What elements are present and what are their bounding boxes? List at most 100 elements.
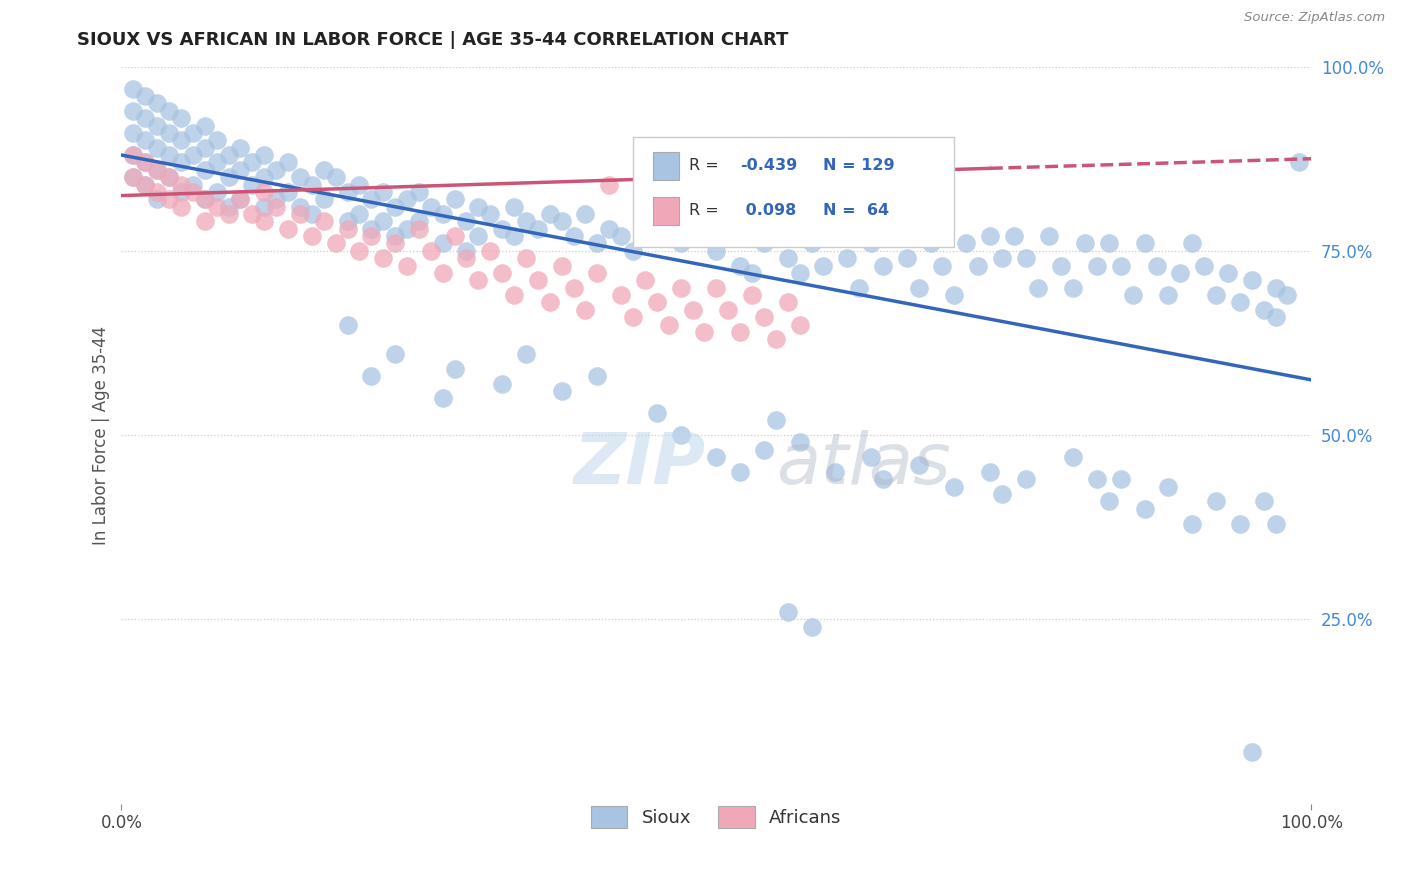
Point: [336, 221, 359, 235]
Point: [813, 259, 835, 273]
Point: [134, 155, 156, 169]
Point: [538, 207, 561, 221]
Point: [384, 236, 406, 251]
Point: [170, 178, 193, 192]
Point: [194, 141, 217, 155]
Point: [967, 259, 990, 273]
Point: [408, 221, 430, 235]
Point: [1181, 236, 1204, 251]
Point: [634, 273, 657, 287]
Point: [717, 229, 740, 244]
Point: [1229, 295, 1251, 310]
Point: [325, 236, 347, 251]
Point: [157, 170, 180, 185]
Point: [704, 244, 727, 258]
Point: [443, 192, 465, 206]
Point: [1277, 288, 1299, 302]
Point: [765, 413, 787, 427]
Point: [1264, 310, 1286, 325]
Point: [146, 96, 169, 111]
Point: [800, 178, 823, 192]
Text: ZIP: ZIP: [574, 430, 706, 500]
Point: [621, 244, 644, 258]
Point: [979, 465, 1001, 479]
Point: [527, 273, 550, 287]
Point: [218, 200, 240, 214]
FancyBboxPatch shape: [654, 197, 679, 225]
Point: [1288, 155, 1310, 169]
Point: [336, 214, 359, 228]
Point: [253, 148, 276, 162]
Point: [920, 236, 942, 251]
Point: [1133, 501, 1156, 516]
Point: [752, 236, 775, 251]
Point: [800, 236, 823, 251]
Point: [717, 302, 740, 317]
Point: [538, 295, 561, 310]
Point: [349, 244, 371, 258]
Point: [907, 458, 929, 472]
Point: [181, 178, 204, 192]
Point: [776, 295, 799, 310]
Point: [312, 214, 335, 228]
Point: [443, 229, 465, 244]
Point: [288, 170, 311, 185]
Point: [1264, 516, 1286, 531]
Point: [134, 178, 156, 192]
Point: [229, 192, 252, 206]
Point: [194, 119, 217, 133]
Point: [1015, 251, 1038, 265]
Point: [955, 236, 977, 251]
Point: [479, 207, 502, 221]
Point: [288, 200, 311, 214]
Point: [157, 170, 180, 185]
Point: [194, 162, 217, 177]
Point: [872, 259, 894, 273]
Point: [1050, 259, 1073, 273]
Text: R =: R =: [689, 158, 724, 173]
Point: [146, 141, 169, 155]
Point: [991, 251, 1014, 265]
Point: [1074, 236, 1097, 251]
FancyBboxPatch shape: [633, 136, 955, 247]
Point: [134, 89, 156, 103]
Point: [146, 185, 169, 199]
Point: [157, 103, 180, 118]
Point: [194, 192, 217, 206]
Point: [122, 103, 145, 118]
Point: [384, 347, 406, 361]
Point: [395, 221, 418, 235]
Point: [1157, 288, 1180, 302]
Point: [789, 318, 811, 332]
Point: [253, 214, 276, 228]
Point: [1122, 288, 1144, 302]
FancyBboxPatch shape: [654, 152, 679, 179]
Point: [883, 229, 905, 244]
Point: [122, 126, 145, 140]
Text: SIOUX VS AFRICAN IN LABOR FORCE | AGE 35-44 CORRELATION CHART: SIOUX VS AFRICAN IN LABOR FORCE | AGE 35…: [77, 31, 789, 49]
Point: [789, 435, 811, 450]
Point: [728, 325, 751, 339]
Point: [146, 162, 169, 177]
Point: [181, 148, 204, 162]
Point: [776, 251, 799, 265]
Point: [1133, 236, 1156, 251]
Point: [157, 148, 180, 162]
Point: [741, 288, 763, 302]
Point: [253, 185, 276, 199]
Point: [1216, 266, 1239, 280]
Point: [264, 192, 287, 206]
Point: [301, 178, 323, 192]
Point: [1109, 472, 1132, 486]
Point: [550, 259, 572, 273]
Point: [373, 214, 395, 228]
Point: [860, 236, 883, 251]
Point: [1253, 302, 1275, 317]
Point: [658, 318, 681, 332]
Point: [872, 472, 894, 486]
Point: [645, 214, 668, 228]
Point: [373, 251, 395, 265]
Point: [205, 133, 228, 147]
Point: [800, 620, 823, 634]
Point: [443, 361, 465, 376]
